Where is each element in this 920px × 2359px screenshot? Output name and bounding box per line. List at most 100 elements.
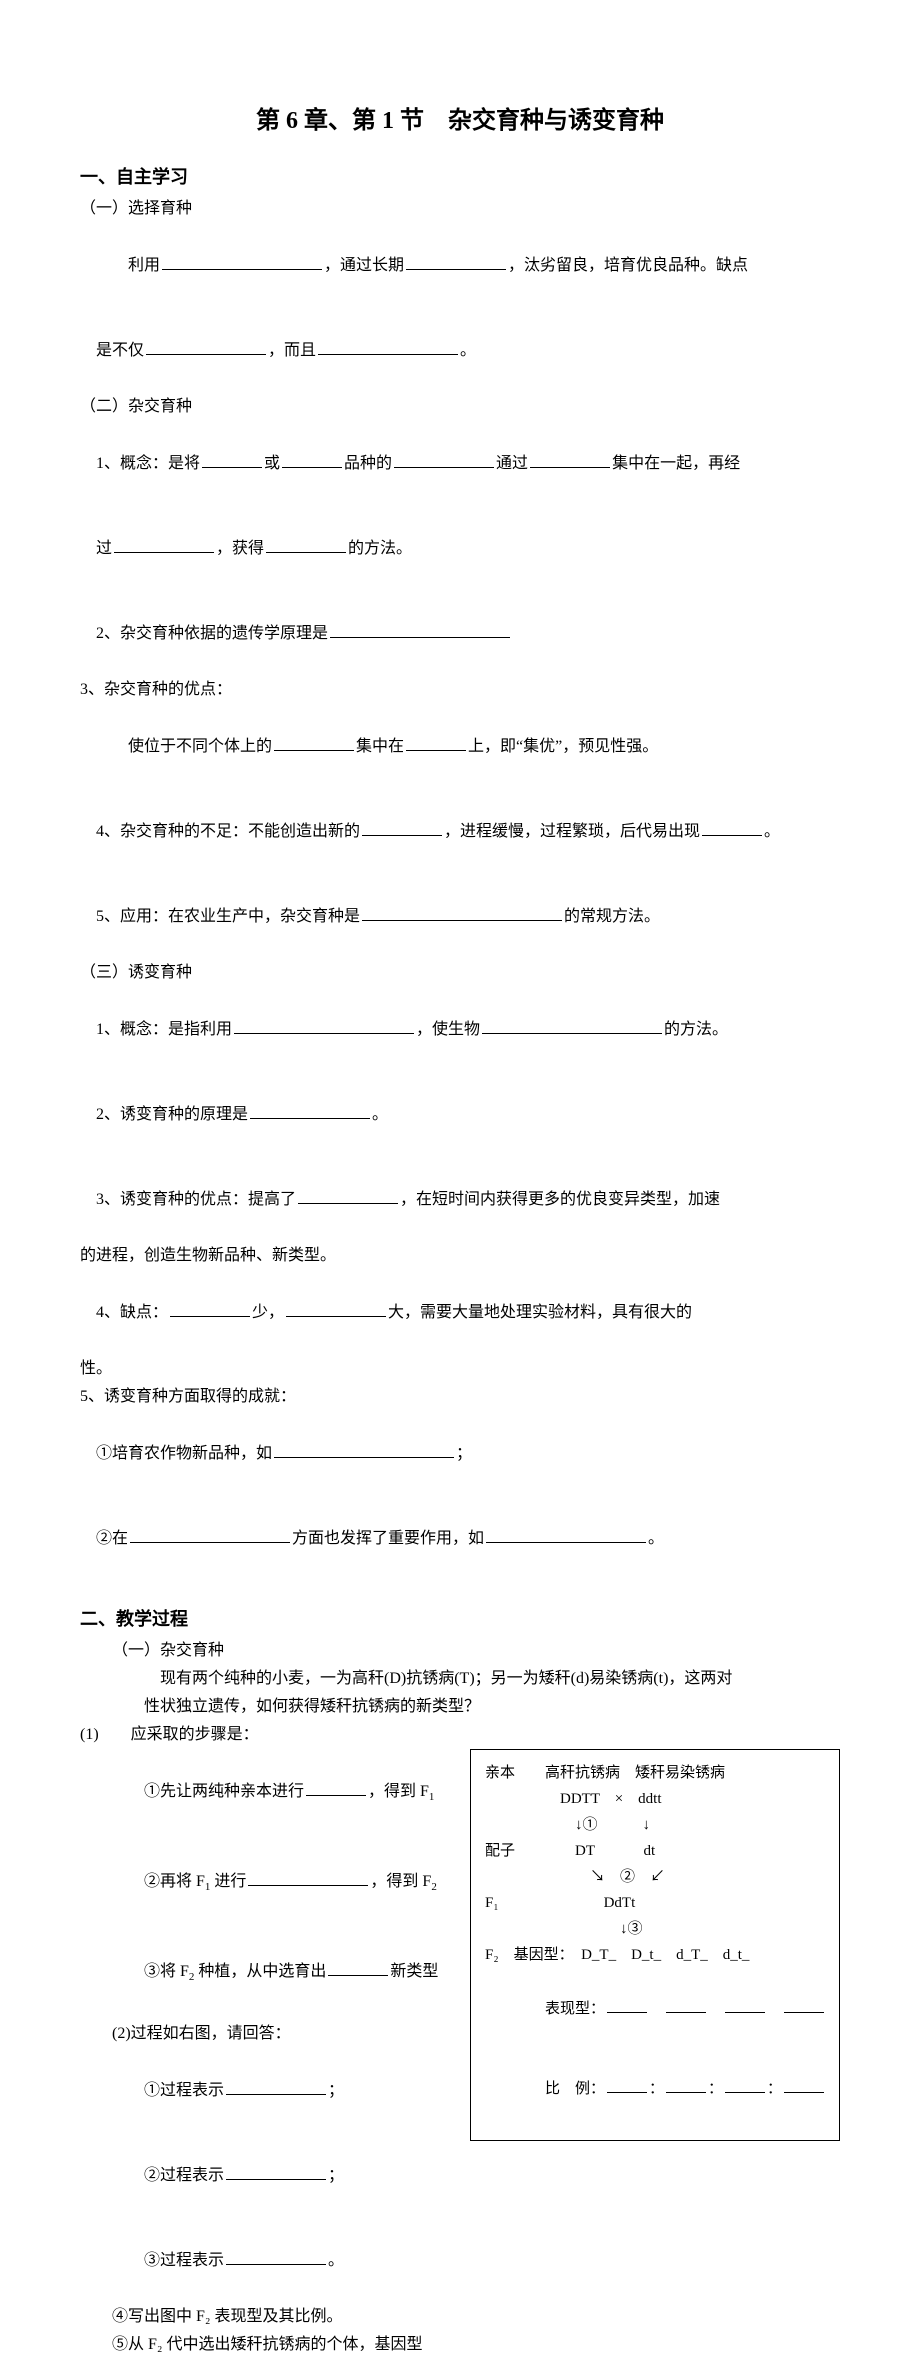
fill-blank[interactable] (114, 534, 214, 553)
fill-blank[interactable] (226, 2246, 326, 2265)
text: 。 (460, 342, 476, 359)
fill-blank[interactable] (666, 2074, 706, 2093)
fill-blank[interactable] (530, 449, 610, 468)
sec1-p3-line2: 2、诱变育种的原理是。 (80, 1072, 840, 1157)
fill-blank[interactable] (330, 619, 510, 638)
text: 上，即“集优”，预见性强。 (468, 738, 658, 755)
text: ： (708, 2081, 723, 2097)
fill-blank[interactable] (784, 1994, 824, 2013)
sec2-intro2: 性状独立遗传，如何获得矮秆抗锈病的新类型？ (80, 1693, 840, 1721)
sec1-p2-line6: 4、杂交育种的不足：不能创造出新的，进程缓慢，过程繁琐，后代易出现。 (80, 789, 840, 874)
fill-blank[interactable] (318, 336, 458, 355)
sec1-p2-label: （二）杂交育种 (80, 393, 840, 421)
page-title: 第 6 章、第 1 节 杂交育种与诱变育种 (80, 100, 840, 135)
text: ，得到 F (370, 1873, 431, 1890)
fill-blank[interactable] (725, 1994, 765, 2013)
text: 利用 (96, 257, 160, 274)
text: ，获得 (216, 540, 264, 557)
text: 是不仅 (96, 342, 144, 359)
text: ，汰劣留良，培育优良品种。缺点 (508, 257, 748, 274)
text: ，而且 (268, 342, 316, 359)
diagram-row-arrow2: ↘ ② ↙ (485, 1864, 825, 1890)
sec1-p2-line7: 5、应用：在农业生产中，杂交育种是的常规方法。 (80, 874, 840, 959)
fill-blank[interactable] (274, 1439, 454, 1458)
text: ①培育农作物新品种，如 (96, 1445, 272, 1462)
text: ； (456, 1445, 472, 1462)
text: 。 (764, 823, 780, 840)
fill-blank[interactable] (234, 1015, 414, 1034)
fill-blank[interactable] (250, 1100, 370, 1119)
fill-blank[interactable] (226, 2076, 326, 2095)
diagram-row-f2-genotype: F₂ 基因型： D_T_ D_t_ d_T_ d_t_ (485, 1942, 825, 1968)
fill-blank[interactable] (702, 817, 762, 836)
fill-blank[interactable] (298, 1185, 398, 1204)
diagram-row-phenotype: 表现型： (485, 1968, 825, 2048)
sec1-p3-line1: 1、概念：是指利用，使生物的方法。 (80, 987, 840, 1072)
text: 大，需要大量地处理实验材料，具有很大的 (388, 1304, 692, 1321)
fill-blank[interactable] (202, 449, 262, 468)
text: ： (649, 2081, 664, 2097)
sec1-p3-line5: 4、缺点：少，大，需要大量地处理实验材料，具有很大的 (80, 1270, 840, 1355)
fill-blank[interactable] (146, 336, 266, 355)
text: 4、杂交育种的不足：不能创造出新的 (96, 823, 360, 840)
fill-blank[interactable] (226, 2161, 326, 2180)
fill-blank[interactable] (274, 732, 354, 751)
sec1-p3-line3: 3、诱变育种的优点：提高了，在短时间内获得更多的优良变异类型，加速 (80, 1157, 840, 1242)
diagram-row-f1: F₁ DdTt (485, 1890, 825, 1916)
text: 进行 (210, 1873, 246, 1890)
sec1-p1-label: （一）选择育种 (80, 195, 840, 223)
sec1-p3-line7: 5、诱变育种方面取得的成就： (80, 1383, 840, 1411)
fill-blank[interactable] (282, 449, 342, 468)
sec1-p3-line8: ①培育农作物新品种，如 ； (80, 1411, 840, 1496)
text: ①先让两纯种亲本进行 (144, 1783, 304, 1800)
sec1-p3-label: （三）诱变育种 (80, 959, 840, 987)
text: ②在 (96, 1530, 128, 1547)
text: 方面也发挥了重要作用，如 (292, 1530, 484, 1547)
fill-blank[interactable] (725, 2074, 765, 2093)
text: 过 (96, 540, 112, 557)
sec1-p1-line1: 利用，通过长期，汰劣留良，培育优良品种。缺点 (80, 223, 840, 308)
q1-step3: ③将 F2 种植，从中选育出新类型 (80, 1929, 450, 2019)
text: ； (328, 2167, 344, 2184)
sec1-p1-line2: 是不仅 ，而且 。 (80, 308, 840, 393)
text: 集中在一起，再经 (612, 455, 740, 472)
fill-blank[interactable] (162, 251, 322, 270)
text: 。 (648, 1530, 664, 1547)
fill-blank[interactable] (607, 1994, 647, 2013)
fill-blank[interactable] (130, 1524, 290, 1543)
fill-blank[interactable] (248, 1867, 368, 1886)
fill-blank[interactable] (362, 817, 442, 836)
fill-blank[interactable] (394, 449, 494, 468)
q2-step3: ③过程表示。 (80, 2218, 450, 2303)
fill-blank[interactable] (406, 732, 466, 751)
fill-blank[interactable] (306, 1777, 366, 1796)
fill-blank[interactable] (286, 1298, 386, 1317)
fill-blank[interactable] (482, 1015, 662, 1034)
page-container: 第 6 章、第 1 节 杂交育种与诱变育种 一、自主学习 （一）选择育种 利用，… (0, 0, 920, 1300)
fill-blank[interactable] (607, 2074, 647, 2093)
fill-blank[interactable] (406, 251, 506, 270)
fill-blank[interactable] (170, 1298, 250, 1317)
text: 比 例： (515, 2081, 605, 2097)
sec1-p2-line1: 1、概念：是将或品种的通过集中在一起，再经 (80, 421, 840, 506)
text: ②再将 F (144, 1873, 205, 1890)
text: 2、诱变育种的原理是 (96, 1106, 248, 1123)
diagram-row-ratio: 比 例：：：： (485, 2048, 825, 2128)
sec1-p2-line4: 3、杂交育种的优点： (80, 676, 840, 704)
text: ③过程表示 (144, 2252, 224, 2269)
subscript: 1 (429, 1791, 435, 1803)
fill-blank[interactable] (486, 1524, 646, 1543)
text: ，得到 F (368, 1783, 429, 1800)
diagram-row-arrow1: ↓① ↓ (485, 1812, 825, 1838)
fill-blank[interactable] (266, 534, 346, 553)
fill-blank[interactable] (328, 1957, 388, 1976)
text: 1、概念：是将 (96, 455, 200, 472)
text: 4、缺点： (96, 1304, 168, 1321)
text: 或 (264, 455, 280, 472)
text: 2、杂交育种依据的遗传学原理是 (96, 625, 328, 642)
text: ③将 F (144, 1963, 189, 1980)
fill-blank[interactable] (666, 1994, 706, 2013)
text: ①过程表示 (144, 2082, 224, 2099)
fill-blank[interactable] (784, 2074, 824, 2093)
fill-blank[interactable] (362, 902, 562, 921)
